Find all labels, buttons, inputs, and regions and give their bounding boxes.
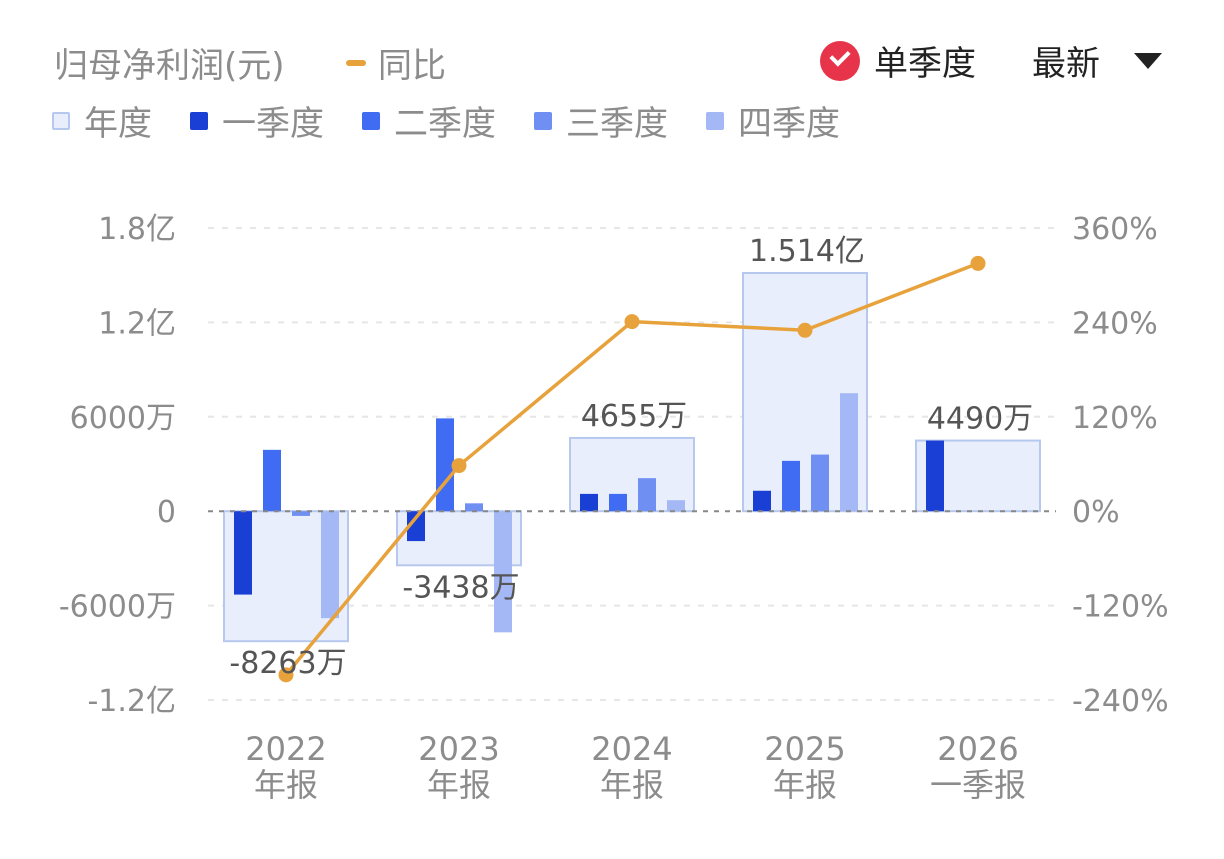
latest-label: 最新 bbox=[1032, 44, 1100, 84]
latest-dropdown[interactable]: 最新 bbox=[1032, 36, 1162, 85]
right-axis-tick-label: -120% bbox=[1072, 590, 1169, 625]
legend-yoy[interactable]: 同比 bbox=[346, 38, 446, 87]
left-axis-tick-label: 0 bbox=[157, 495, 176, 530]
square-swatch-icon bbox=[362, 111, 380, 130]
x-axis-tick-label: 2026 bbox=[937, 730, 1018, 768]
legend-item-q2[interactable]: 二季度 bbox=[362, 96, 496, 145]
checked-circle-icon[interactable] bbox=[820, 40, 860, 81]
quarter-bar bbox=[782, 460, 800, 512]
quarter-bar bbox=[407, 511, 425, 542]
quarter-bar bbox=[609, 493, 627, 512]
x-axis-tick-label: 2023 bbox=[418, 730, 499, 768]
annual-data-label: 4655万 bbox=[581, 399, 687, 434]
legend-item-q1[interactable]: 一季度 bbox=[190, 96, 324, 145]
quarter-bar bbox=[234, 511, 252, 595]
caret-down-icon[interactable] bbox=[1134, 52, 1162, 69]
annual-data-label: 4490万 bbox=[927, 402, 1033, 437]
quarter-bar bbox=[926, 440, 944, 512]
legend-yoy-label: 同比 bbox=[378, 46, 446, 86]
legend-label: 二季度 bbox=[394, 104, 496, 144]
right-axis-tick-label: 360% bbox=[1072, 212, 1158, 247]
right-axis-tick-label: 120% bbox=[1072, 401, 1158, 436]
quarter-bar bbox=[638, 478, 656, 512]
quarter-bar bbox=[436, 418, 454, 512]
legend: 年度 一季度 二季度 三季度 四季度 bbox=[52, 96, 878, 145]
yoy-point bbox=[451, 458, 467, 474]
single-quarter-toggle[interactable]: 单季度 bbox=[820, 36, 976, 85]
x-axis-tick-label: 年报 bbox=[773, 766, 837, 804]
right-axis-tick-label: -240% bbox=[1072, 684, 1169, 719]
header-row: 归母净利润(元) 同比 单季度 最新 bbox=[0, 30, 1224, 90]
left-axis-tick-label: -1.2亿 bbox=[87, 684, 176, 719]
x-axis-tick-label: 年报 bbox=[254, 766, 318, 804]
quarter-bar bbox=[494, 511, 512, 633]
x-axis-tick-label: 年报 bbox=[600, 766, 664, 804]
left-axis-tick-label: 1.8亿 bbox=[98, 212, 176, 247]
legend-label: 三季度 bbox=[566, 104, 668, 144]
annual-data-label: -8263万 bbox=[229, 646, 346, 681]
yoy-point bbox=[624, 314, 640, 330]
quarter-bar bbox=[263, 449, 281, 512]
square-swatch-icon bbox=[534, 111, 552, 130]
quarter-bar bbox=[292, 511, 310, 516]
quarter-bar bbox=[465, 503, 483, 512]
left-axis-tick-label: -6000万 bbox=[59, 590, 176, 625]
yoy-point bbox=[797, 322, 813, 338]
x-axis-tick-label: 2025 bbox=[764, 730, 845, 768]
legend-item-q3[interactable]: 三季度 bbox=[534, 96, 668, 145]
quarter-bar bbox=[753, 490, 771, 512]
legend-row: 年度 一季度 二季度 三季度 四季度 bbox=[0, 92, 1224, 145]
annual-data-label: -3438万 bbox=[402, 570, 519, 605]
square-swatch-icon bbox=[706, 111, 724, 130]
x-axis-tick-label: 2024 bbox=[591, 730, 672, 768]
square-swatch-icon bbox=[190, 111, 208, 130]
line-dash-icon bbox=[346, 59, 366, 66]
quarter-bar bbox=[811, 454, 829, 512]
quarter-bar bbox=[667, 500, 685, 512]
left-axis-tick-label: 6000万 bbox=[70, 401, 176, 436]
quarter-bar bbox=[580, 493, 598, 512]
quarter-bar bbox=[321, 511, 339, 619]
right-axis-tick-label: 240% bbox=[1072, 306, 1158, 341]
legend-label: 四季度 bbox=[738, 104, 840, 144]
legend-label: 年度 bbox=[84, 104, 152, 144]
single-quarter-label: 单季度 bbox=[874, 44, 976, 84]
legend-label: 一季度 bbox=[222, 104, 324, 144]
right-axis-tick-label: 0% bbox=[1072, 495, 1120, 530]
legend-item-annual[interactable]: 年度 bbox=[52, 96, 152, 145]
square-swatch-icon bbox=[52, 111, 70, 130]
annual-data-label: 1.514亿 bbox=[749, 234, 865, 269]
left-axis-tick-label: 1.2亿 bbox=[98, 306, 176, 341]
legend-item-q4[interactable]: 四季度 bbox=[706, 96, 840, 145]
x-axis-tick-label: 一季报 bbox=[930, 766, 1026, 804]
quarter-bar bbox=[840, 393, 858, 512]
chart-title: 归母净利润(元) bbox=[54, 46, 285, 86]
yoy-point bbox=[970, 255, 986, 271]
x-axis-tick-label: 年报 bbox=[427, 766, 491, 804]
yoy-point bbox=[278, 667, 294, 683]
x-axis-tick-label: 2022 bbox=[245, 730, 326, 768]
